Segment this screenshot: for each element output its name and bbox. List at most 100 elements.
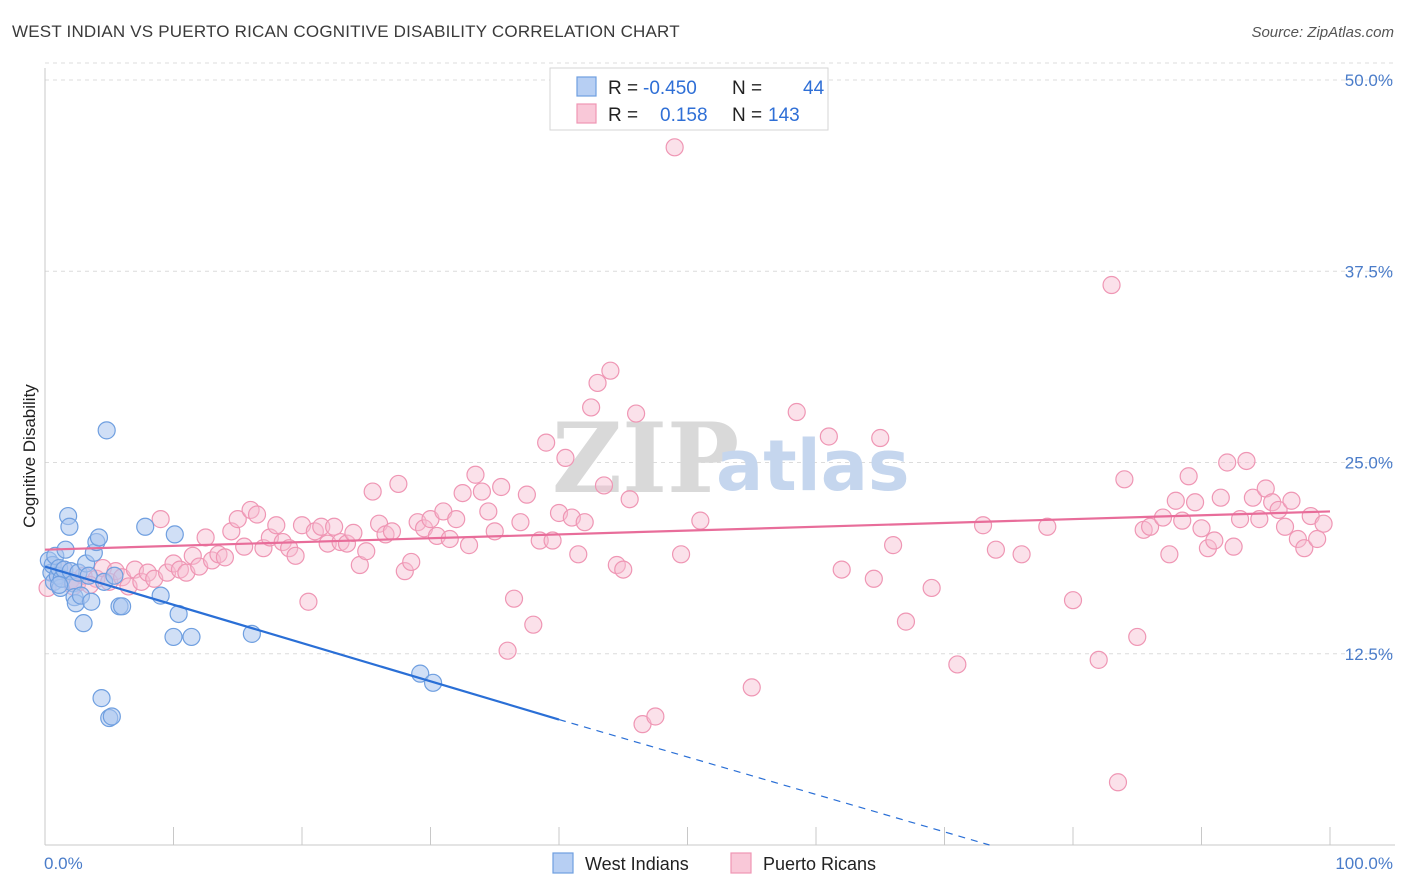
point-puerto-ricans-90 — [626, 404, 646, 423]
point-puerto-ricans-41 — [312, 517, 331, 536]
point-puerto-ricans-37 — [286, 546, 305, 565]
legend-n-label-2: N = — [732, 105, 762, 126]
point-puerto-ricans-26 — [215, 548, 234, 567]
point-puerto-ricans-73 — [517, 485, 536, 504]
y-tick-label-2: 37.5% — [1345, 262, 1393, 281]
point-puerto-ricans-126 — [1205, 531, 1224, 550]
point-puerto-ricans-70 — [498, 641, 517, 660]
watermark-zip: ZIP — [552, 402, 739, 515]
point-puerto-ricans-96 — [742, 678, 761, 697]
legend-r-label-1: R = — [608, 78, 638, 99]
point-puerto-ricans-93 — [665, 138, 684, 157]
point-puerto-ricans-99 — [832, 560, 851, 579]
point-puerto-ricans-83 — [582, 398, 601, 417]
point-puerto-ricans-89 — [620, 490, 639, 509]
point-puerto-ricans-127 — [1211, 488, 1230, 507]
grid-lines — [45, 62, 1395, 655]
point-puerto-ricans-86 — [601, 361, 620, 380]
point-puerto-ricans-23 — [196, 528, 215, 547]
point-puerto-ricans-137 — [1275, 517, 1295, 536]
point-puerto-ricans-139 — [1288, 529, 1307, 549]
point-west-indians-26 — [92, 689, 111, 708]
point-puerto-ricans-114 — [1115, 470, 1134, 489]
point-west-indians-12 — [60, 517, 79, 536]
point-puerto-ricans-77 — [543, 531, 562, 550]
point-west-indians-36 — [164, 627, 183, 647]
legend-n-value-1: 44 — [803, 78, 825, 99]
bottom-legend: West Indians Puerto Ricans — [552, 852, 876, 874]
point-west-indians-33 — [112, 597, 132, 616]
axes — [44, 68, 1395, 846]
point-puerto-ricans-115 — [1128, 627, 1147, 647]
trend-lines — [44, 510, 1331, 846]
point-puerto-ricans-49 — [363, 482, 382, 501]
legend-r-value-2: 0.158 — [660, 105, 708, 126]
point-puerto-ricans-82 — [575, 513, 594, 532]
point-puerto-ricans-72 — [511, 513, 530, 532]
point-puerto-ricans-117 — [1140, 517, 1160, 536]
trend-puerto-ricans — [44, 510, 1331, 551]
point-west-indians-31 — [105, 566, 124, 585]
trend-west-indians — [44, 565, 560, 721]
point-puerto-ricans-97 — [787, 402, 806, 422]
point-puerto-ricans-67 — [479, 502, 498, 521]
point-puerto-ricans-122 — [1179, 467, 1198, 486]
point-puerto-ricans-48 — [357, 542, 376, 561]
point-west-indians-19 — [74, 614, 93, 633]
point-puerto-ricans-62 — [447, 510, 466, 529]
point-puerto-ricans-143 — [1314, 514, 1333, 533]
legend-swatch-pink — [576, 103, 597, 124]
point-puerto-ricans-131 — [1237, 451, 1256, 471]
point-puerto-ricans-79 — [556, 448, 575, 468]
watermark: ZIP atlas — [552, 402, 910, 515]
point-puerto-ricans-108 — [1012, 545, 1031, 564]
point-puerto-ricans-142 — [1308, 529, 1327, 549]
x-tick-labels: 0.0% 100.0% — [44, 854, 1393, 873]
point-puerto-ricans-88 — [614, 560, 633, 579]
point-puerto-ricans-92 — [646, 707, 665, 726]
source-label: Source: ZipAtlas.com — [1251, 24, 1394, 41]
y-axis-title: Cognitive Disability — [20, 384, 39, 528]
point-puerto-ricans-61 — [440, 529, 459, 549]
watermark-atlas: atlas — [716, 425, 910, 507]
point-puerto-ricans-52 — [382, 522, 402, 541]
legend-n-label-1: N = — [732, 78, 762, 99]
bottom-legend-swatch-pink — [730, 852, 752, 874]
point-puerto-ricans-104 — [922, 578, 941, 598]
point-puerto-ricans-54 — [395, 562, 414, 581]
point-puerto-ricans-69 — [492, 477, 511, 497]
point-puerto-ricans-129 — [1224, 537, 1243, 556]
legend-swatch-blue — [576, 76, 597, 97]
point-puerto-ricans-94 — [671, 545, 691, 564]
point-puerto-ricans-111 — [1089, 650, 1108, 669]
point-west-indians-25 — [89, 528, 109, 547]
point-west-indians-30 — [102, 707, 121, 726]
point-puerto-ricans-55 — [402, 552, 421, 572]
point-puerto-ricans-81 — [569, 545, 588, 564]
point-puerto-ricans-120 — [1166, 491, 1185, 510]
point-puerto-ricans-110 — [1063, 591, 1083, 610]
point-puerto-ricans-87 — [607, 555, 626, 575]
point-puerto-ricans-140 — [1295, 539, 1314, 558]
point-puerto-ricans-30 — [241, 500, 260, 520]
point-puerto-ricans-29 — [235, 537, 254, 556]
point-west-indians-39 — [182, 627, 201, 647]
point-puerto-ricans-34 — [267, 516, 286, 535]
point-puerto-ricans-64 — [459, 536, 479, 555]
point-puerto-ricans-71 — [504, 589, 524, 608]
y-tick-labels: 12.5% 25.0% 37.5% 50.0% — [1345, 71, 1393, 664]
point-puerto-ricans-45 — [337, 534, 357, 553]
point-puerto-ricans-85 — [594, 476, 614, 495]
point-puerto-ricans-100 — [864, 569, 883, 588]
point-puerto-ricans-46 — [344, 523, 363, 542]
point-puerto-ricans-106 — [973, 516, 993, 535]
legend-r-value-1: -0.450 — [643, 78, 697, 99]
point-puerto-ricans-21 — [183, 546, 202, 565]
point-puerto-ricans-105 — [948, 655, 967, 674]
point-puerto-ricans-128 — [1218, 453, 1237, 472]
point-west-indians-22 — [82, 592, 101, 611]
point-puerto-ricans-43 — [325, 517, 344, 536]
y-tick-label-1: 25.0% — [1345, 454, 1393, 473]
x-tick-label-0: 0.0% — [44, 854, 83, 873]
